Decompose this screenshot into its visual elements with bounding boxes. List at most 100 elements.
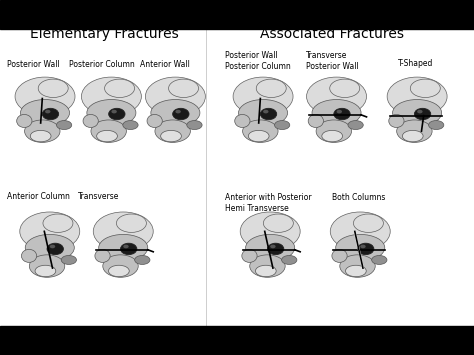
Ellipse shape bbox=[340, 255, 375, 277]
Ellipse shape bbox=[267, 243, 284, 255]
Ellipse shape bbox=[235, 114, 250, 127]
Ellipse shape bbox=[95, 249, 110, 262]
Ellipse shape bbox=[45, 110, 51, 113]
Bar bbox=[0, 0, 474, 29]
Ellipse shape bbox=[337, 110, 342, 113]
Ellipse shape bbox=[264, 214, 293, 233]
Ellipse shape bbox=[240, 212, 300, 251]
Ellipse shape bbox=[348, 121, 363, 130]
Ellipse shape bbox=[397, 120, 432, 142]
Ellipse shape bbox=[187, 121, 202, 130]
Ellipse shape bbox=[282, 256, 297, 264]
Ellipse shape bbox=[428, 121, 444, 130]
Ellipse shape bbox=[43, 214, 73, 233]
Ellipse shape bbox=[316, 120, 352, 142]
Ellipse shape bbox=[330, 79, 360, 98]
Ellipse shape bbox=[410, 79, 440, 98]
Text: T-Shaped: T-Shaped bbox=[398, 59, 434, 67]
Ellipse shape bbox=[357, 243, 374, 255]
Text: Posterior Column: Posterior Column bbox=[69, 60, 135, 69]
Ellipse shape bbox=[263, 110, 269, 113]
Ellipse shape bbox=[61, 256, 76, 264]
Ellipse shape bbox=[260, 108, 277, 120]
Text: Anterior with Posterior
Hemi Transverse: Anterior with Posterior Hemi Transverse bbox=[225, 193, 312, 213]
Ellipse shape bbox=[389, 114, 404, 127]
Ellipse shape bbox=[250, 255, 285, 277]
Ellipse shape bbox=[308, 114, 323, 127]
Ellipse shape bbox=[248, 130, 269, 142]
Ellipse shape bbox=[312, 99, 361, 126]
Ellipse shape bbox=[17, 114, 32, 127]
Ellipse shape bbox=[256, 79, 286, 98]
Ellipse shape bbox=[307, 77, 366, 116]
Ellipse shape bbox=[270, 245, 276, 248]
Ellipse shape bbox=[83, 114, 98, 127]
Ellipse shape bbox=[117, 214, 146, 233]
Ellipse shape bbox=[99, 234, 148, 261]
Ellipse shape bbox=[334, 108, 350, 120]
Ellipse shape bbox=[123, 121, 138, 130]
Ellipse shape bbox=[169, 79, 199, 98]
Ellipse shape bbox=[417, 110, 423, 113]
Ellipse shape bbox=[238, 99, 288, 126]
Ellipse shape bbox=[155, 120, 191, 142]
Ellipse shape bbox=[105, 79, 135, 98]
Text: Posterior Wall: Posterior Wall bbox=[7, 60, 60, 69]
Ellipse shape bbox=[103, 255, 138, 277]
Bar bbox=[0, 326, 474, 355]
Ellipse shape bbox=[109, 108, 125, 120]
Ellipse shape bbox=[30, 130, 51, 142]
Ellipse shape bbox=[29, 255, 65, 277]
Ellipse shape bbox=[392, 99, 442, 126]
Ellipse shape bbox=[402, 130, 423, 142]
Text: Transverse: Transverse bbox=[78, 192, 119, 201]
Ellipse shape bbox=[25, 120, 60, 142]
Ellipse shape bbox=[274, 121, 290, 130]
Ellipse shape bbox=[15, 77, 75, 116]
Ellipse shape bbox=[354, 214, 383, 233]
Ellipse shape bbox=[346, 265, 366, 277]
Ellipse shape bbox=[322, 130, 343, 142]
Ellipse shape bbox=[50, 245, 55, 248]
Text: Transverse
Posterior Wall: Transverse Posterior Wall bbox=[306, 51, 358, 71]
Ellipse shape bbox=[151, 99, 200, 126]
Ellipse shape bbox=[173, 108, 189, 120]
Ellipse shape bbox=[120, 243, 137, 255]
Ellipse shape bbox=[93, 212, 153, 251]
Ellipse shape bbox=[47, 243, 64, 255]
Ellipse shape bbox=[97, 130, 118, 142]
Text: Posterior Wall
Posterior Column: Posterior Wall Posterior Column bbox=[225, 51, 291, 71]
Text: Anterior Wall: Anterior Wall bbox=[140, 60, 190, 69]
Ellipse shape bbox=[20, 212, 80, 251]
Ellipse shape bbox=[255, 265, 276, 277]
Ellipse shape bbox=[35, 265, 56, 277]
Ellipse shape bbox=[111, 110, 117, 113]
Ellipse shape bbox=[147, 114, 162, 127]
Ellipse shape bbox=[87, 99, 136, 126]
Ellipse shape bbox=[20, 99, 70, 126]
Text: Anterior Column: Anterior Column bbox=[7, 192, 70, 201]
Ellipse shape bbox=[336, 234, 385, 261]
Ellipse shape bbox=[42, 108, 59, 120]
Ellipse shape bbox=[146, 77, 205, 116]
Ellipse shape bbox=[243, 120, 278, 142]
Ellipse shape bbox=[246, 234, 295, 261]
Ellipse shape bbox=[109, 265, 129, 277]
Text: Elementary Fractures: Elementary Fractures bbox=[30, 27, 179, 41]
Ellipse shape bbox=[56, 121, 72, 130]
Ellipse shape bbox=[242, 249, 257, 262]
Ellipse shape bbox=[332, 249, 347, 262]
Ellipse shape bbox=[135, 256, 150, 264]
Ellipse shape bbox=[25, 234, 74, 261]
Ellipse shape bbox=[233, 77, 293, 116]
Ellipse shape bbox=[414, 108, 431, 120]
Ellipse shape bbox=[161, 130, 182, 142]
Text: Associated Fractures: Associated Fractures bbox=[260, 27, 404, 41]
Ellipse shape bbox=[91, 120, 127, 142]
Ellipse shape bbox=[175, 110, 181, 113]
Ellipse shape bbox=[387, 77, 447, 116]
Ellipse shape bbox=[372, 256, 387, 264]
Ellipse shape bbox=[330, 212, 390, 251]
Ellipse shape bbox=[21, 249, 36, 262]
Text: Both Columns: Both Columns bbox=[332, 193, 385, 202]
